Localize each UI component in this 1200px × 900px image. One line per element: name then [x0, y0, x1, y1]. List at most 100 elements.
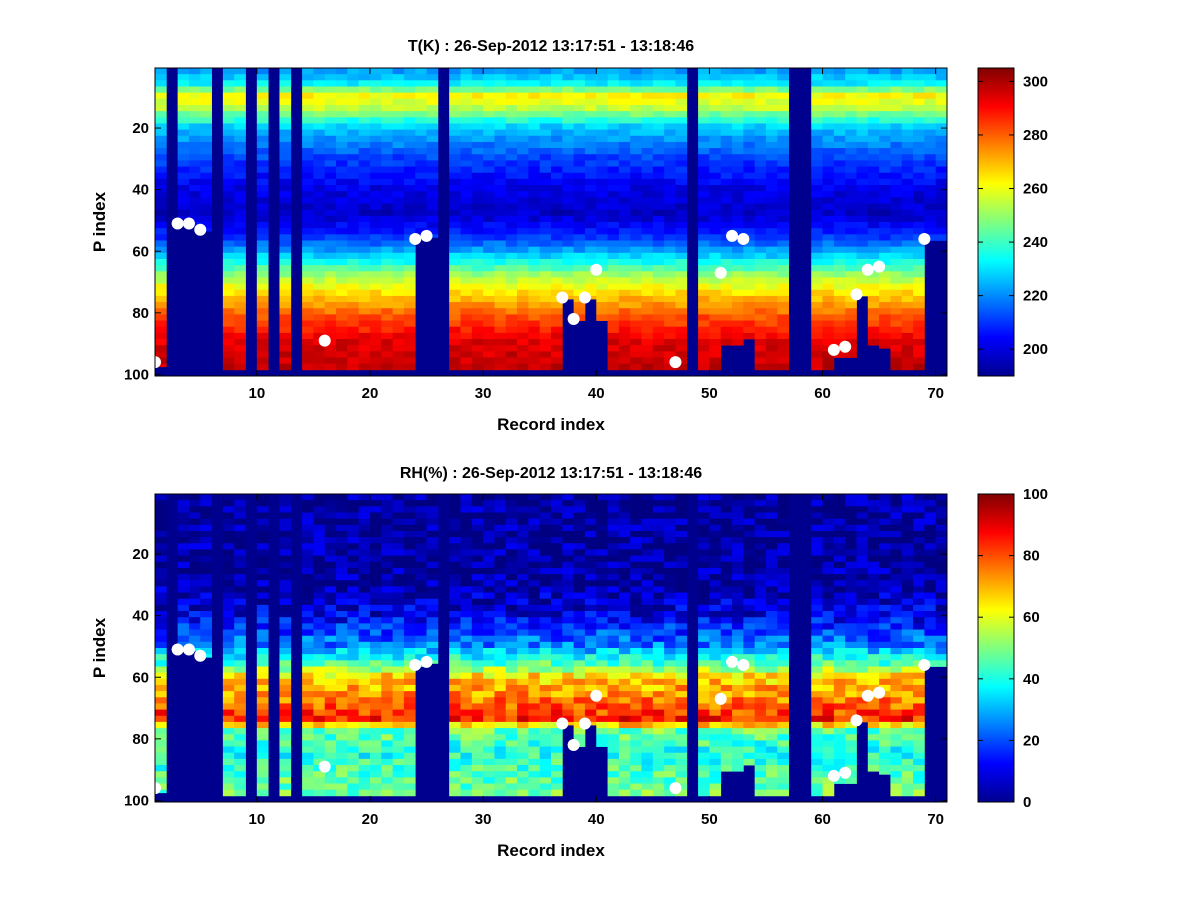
temperature-cell — [720, 148, 733, 155]
temperature-cell — [754, 92, 767, 100]
temperature-cell — [867, 104, 880, 112]
humidity-cell — [460, 783, 473, 791]
temperature-cell — [313, 148, 326, 155]
temperature-cell — [177, 172, 190, 180]
temperature-cell — [449, 104, 461, 112]
humidity-cell — [675, 567, 688, 575]
temperature-cell — [562, 178, 575, 186]
humidity-cell — [607, 672, 620, 680]
temperature-cell — [392, 129, 405, 137]
humidity-cell — [256, 561, 269, 569]
humidity-cell — [584, 518, 597, 526]
temperature-cell — [856, 246, 869, 254]
humidity-cell — [279, 623, 292, 630]
humidity-cell — [573, 641, 586, 649]
humidity-cell — [471, 789, 484, 797]
humidity-cell — [155, 684, 167, 692]
temperature-cell — [754, 252, 767, 260]
humidity-cell — [517, 709, 529, 717]
temperature-cell — [652, 104, 665, 112]
temperature-cell — [471, 98, 484, 106]
humidity-cell — [528, 598, 541, 606]
temperature-record-column — [494, 68, 507, 371]
temperature-cell — [698, 265, 710, 272]
temperature-cell — [505, 215, 518, 223]
temperature-cell — [732, 154, 744, 161]
humidity-cell — [256, 506, 269, 513]
humidity-cell — [471, 660, 484, 667]
temperature-cell — [890, 240, 903, 248]
humidity-cell — [551, 524, 563, 532]
humidity-cell — [324, 672, 337, 680]
temperature-cell — [833, 283, 846, 291]
humidity-cell — [200, 629, 212, 637]
temperature-cell — [833, 185, 846, 192]
temperature-cell — [698, 148, 710, 155]
humidity-cell — [403, 580, 416, 587]
temperature-cell — [596, 277, 608, 284]
humidity-cell — [652, 728, 665, 735]
temperature-cell — [652, 314, 665, 321]
humidity-cell — [234, 524, 246, 532]
temperature-cell — [833, 191, 846, 198]
temperature-cell — [879, 129, 891, 137]
temperature-cell — [426, 111, 439, 118]
temperature-cell — [630, 68, 642, 75]
humidity-cell — [618, 512, 631, 520]
humidity-cell — [517, 715, 529, 723]
humidity-cell — [256, 752, 269, 760]
temperature-cell — [765, 234, 778, 241]
humidity-cell — [584, 506, 597, 513]
temperature-cell — [664, 185, 676, 192]
temperature-cell — [675, 86, 688, 94]
temperature-cell — [155, 209, 167, 217]
humidity-cell — [347, 629, 360, 637]
humidity-cell — [596, 654, 608, 661]
humidity-cell — [222, 598, 235, 606]
temperature-cell — [471, 258, 484, 266]
temperature-cell — [732, 197, 744, 204]
temperature-cell — [551, 135, 563, 143]
temperature-cell — [664, 123, 676, 130]
temperature-cell — [890, 228, 903, 235]
humidity-cell — [256, 678, 269, 686]
temperature-cell — [833, 295, 846, 303]
humidity-cell — [630, 512, 642, 520]
temperature-cell — [415, 154, 427, 161]
humidity-cell — [234, 666, 246, 674]
temperature-cell — [856, 123, 869, 130]
temperature-cell — [517, 135, 529, 143]
temperature-cell — [347, 271, 360, 278]
temperature-cell — [324, 80, 337, 87]
temperature-cell — [471, 357, 484, 365]
humidity-cell — [641, 765, 654, 772]
temperature-cell — [913, 123, 925, 130]
humidity-cell — [449, 789, 461, 797]
temperature-cell — [698, 222, 710, 229]
humidity-cell — [369, 635, 382, 643]
temperature-cell — [155, 228, 167, 235]
temperature-cell — [935, 154, 948, 161]
temperature-cell — [890, 351, 903, 358]
humidity-cell — [618, 580, 631, 587]
humidity-cell — [720, 592, 733, 600]
temperature-cell — [324, 185, 337, 192]
temperature-cell — [913, 228, 925, 235]
temperature-cell — [200, 222, 212, 229]
temperature-cell — [901, 178, 914, 186]
humidity-cell — [517, 740, 529, 747]
temperature-cell — [200, 92, 212, 100]
temperature-cell — [641, 252, 654, 260]
humidity-cell — [222, 580, 235, 587]
temperature-cell — [302, 258, 314, 266]
humidity-cell — [336, 574, 348, 581]
temperature-cell — [403, 135, 416, 143]
humidity-cell — [607, 530, 620, 538]
temperature-cell — [935, 111, 948, 118]
humidity-cell — [471, 543, 484, 550]
humidity-cell — [279, 512, 292, 520]
temperature-cell — [188, 185, 201, 192]
temperature-cell — [652, 289, 665, 297]
temperature-cell — [222, 289, 235, 297]
humidity-cell — [630, 684, 642, 692]
